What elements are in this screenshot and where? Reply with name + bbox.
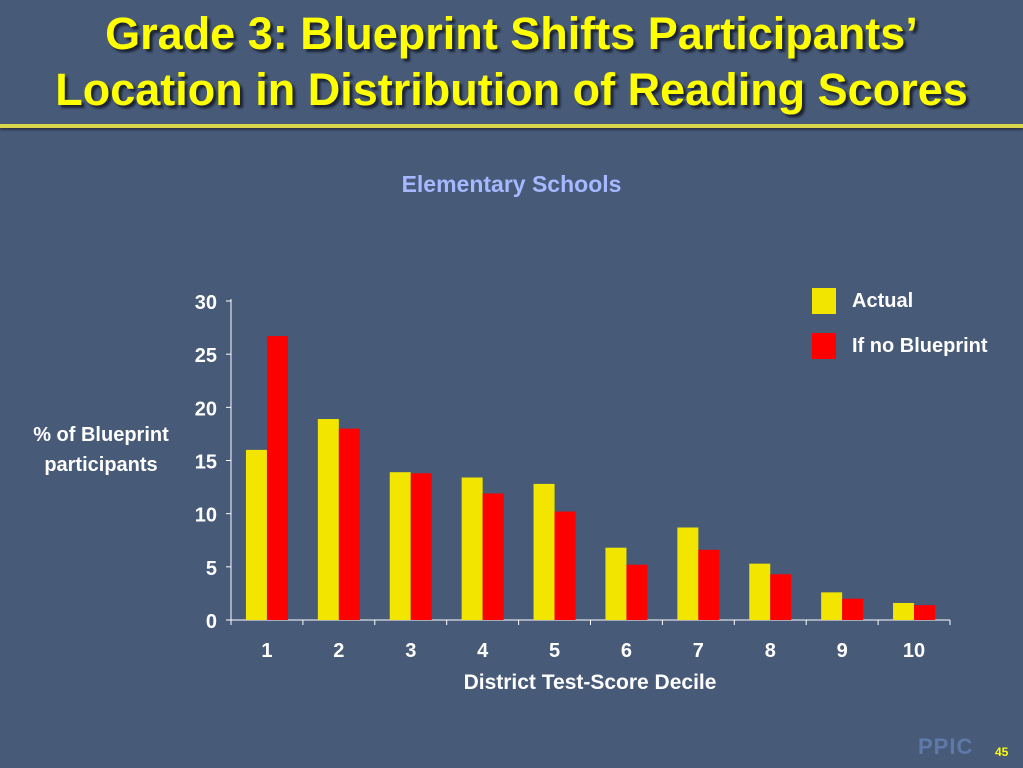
legend-label-actual: Actual <box>852 289 914 312</box>
y-tick-label: 25 <box>195 345 217 367</box>
slide-title-line-1: Grade 3: Blueprint Shifts Participants’ <box>105 8 918 59</box>
bar-no-blueprint-decile-6 <box>626 564 648 620</box>
x-tick-label: 9 <box>837 640 848 662</box>
legend-label-no-blueprint: If no Blueprint <box>852 334 988 357</box>
bar-no-blueprint-decile-8 <box>770 574 792 620</box>
bar-no-blueprint-decile-3 <box>410 473 432 620</box>
x-axis-label: District Test-Score Decile <box>463 671 717 694</box>
bar-no-blueprint-decile-1 <box>266 336 288 620</box>
bar-no-blueprint-decile-4 <box>482 493 504 620</box>
bar-no-blueprint-decile-7 <box>698 549 720 620</box>
y-tick-label: 15 <box>195 452 217 474</box>
legend-item-actual: Actual <box>812 288 913 314</box>
y-tick-label: 10 <box>195 505 217 527</box>
x-tick-label: 8 <box>765 640 776 662</box>
y-axis-label: % of Blueprint participants <box>33 424 169 476</box>
bar-actual-decile-5 <box>533 483 555 620</box>
bar-actual-decile-7 <box>677 527 699 620</box>
x-tick-label: 2 <box>333 640 344 662</box>
bar-actual-decile-1 <box>245 449 267 620</box>
bar-no-blueprint-decile-5 <box>554 511 576 620</box>
bar-actual-decile-2 <box>317 419 339 620</box>
bar-actual-decile-6 <box>605 547 627 620</box>
bar-actual-decile-10 <box>893 602 915 620</box>
ppic-logo: PPIC <box>918 734 974 759</box>
y-tick-label: 0 <box>206 611 217 633</box>
x-tick-label: 4 <box>477 640 489 662</box>
y-tick-label: 30 <box>195 292 217 314</box>
bar-actual-decile-4 <box>461 477 483 620</box>
bar-actual-decile-8 <box>749 563 771 620</box>
slide-title-line-2: Location in Distribution of Reading Scor… <box>55 64 968 115</box>
bar-no-blueprint-decile-9 <box>842 598 864 620</box>
x-tick-label: 3 <box>405 640 416 662</box>
y-tick-label: 5 <box>206 558 217 580</box>
x-tick-label: 7 <box>693 640 704 662</box>
y-tick-label: 20 <box>195 398 217 420</box>
slide-title: Grade 3: Blueprint Shifts Participants’ … <box>0 6 1023 118</box>
legend-swatch-no-blueprint <box>812 333 836 359</box>
bar-no-blueprint-decile-10 <box>914 605 936 620</box>
title-divider <box>0 124 1023 128</box>
legend-item-no-blueprint: If no Blueprint <box>812 333 988 359</box>
chart-title: Elementary Schools <box>401 171 622 197</box>
x-tick-label: 6 <box>621 640 632 662</box>
bar-no-blueprint-decile-2 <box>338 428 360 620</box>
x-tick-label: 10 <box>903 640 925 662</box>
bar-actual-decile-9 <box>821 592 843 620</box>
x-tick-label: 5 <box>549 640 560 662</box>
x-tick-label: 1 <box>261 640 272 662</box>
legend-swatch-actual <box>812 288 836 314</box>
slide-number: 45 <box>995 745 1009 759</box>
bar-actual-decile-3 <box>389 472 411 620</box>
